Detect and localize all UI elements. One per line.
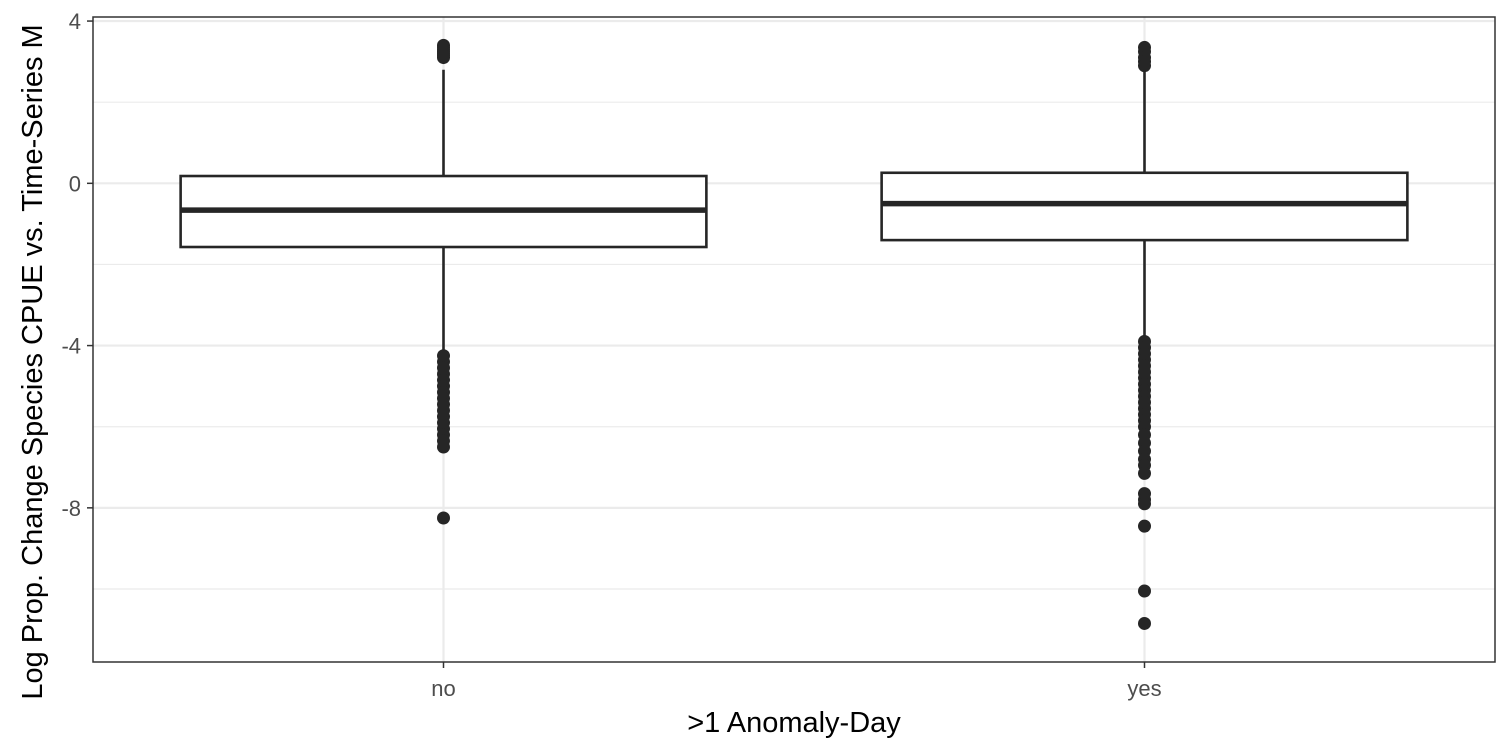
outlier-point — [1138, 497, 1151, 511]
x-axis-title: >1 Anomaly-Day — [687, 707, 901, 739]
minor-grid — [93, 101, 1495, 590]
outlier-point — [1138, 584, 1151, 598]
outlier-point — [437, 51, 450, 65]
boxes-layer — [179, 38, 1409, 630]
outlier-point — [1138, 59, 1151, 73]
iqr-box — [880, 171, 1409, 242]
y-axis: -8 -4 0 4 — [61, 9, 93, 521]
box-no — [179, 38, 708, 525]
y-tick-label: -8 — [61, 496, 81, 521]
y-tick-label: 4 — [69, 9, 81, 34]
plot-background — [93, 17, 1495, 662]
y-tick-label: -4 — [61, 334, 81, 359]
outlier-point — [437, 511, 450, 525]
outlier-point — [1138, 466, 1151, 480]
box-yes — [880, 40, 1409, 630]
x-axis: no yes — [431, 662, 1162, 701]
x-tick-label: yes — [1127, 676, 1161, 701]
y-axis-title: Log Prop. Change Species CPUE vs. Time-S… — [17, 24, 49, 699]
outlier-point — [437, 440, 450, 454]
outlier-point — [1138, 519, 1151, 533]
plot-border — [92, 16, 1496, 663]
x-tick-label: no — [431, 676, 455, 701]
outlier-point — [1138, 616, 1151, 630]
y-tick-label: 0 — [69, 171, 81, 196]
